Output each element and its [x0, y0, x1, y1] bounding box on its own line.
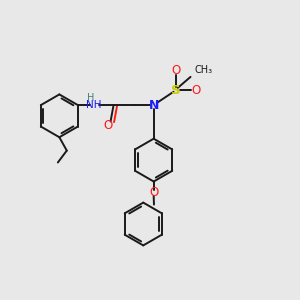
Text: O: O: [149, 186, 158, 199]
Text: O: O: [103, 119, 113, 132]
Text: S: S: [171, 84, 181, 97]
Text: O: O: [191, 84, 200, 97]
Text: N: N: [148, 99, 159, 112]
Text: CH₃: CH₃: [194, 64, 212, 74]
Text: H: H: [87, 93, 94, 103]
Text: O: O: [171, 64, 181, 77]
Text: NH: NH: [86, 100, 102, 110]
